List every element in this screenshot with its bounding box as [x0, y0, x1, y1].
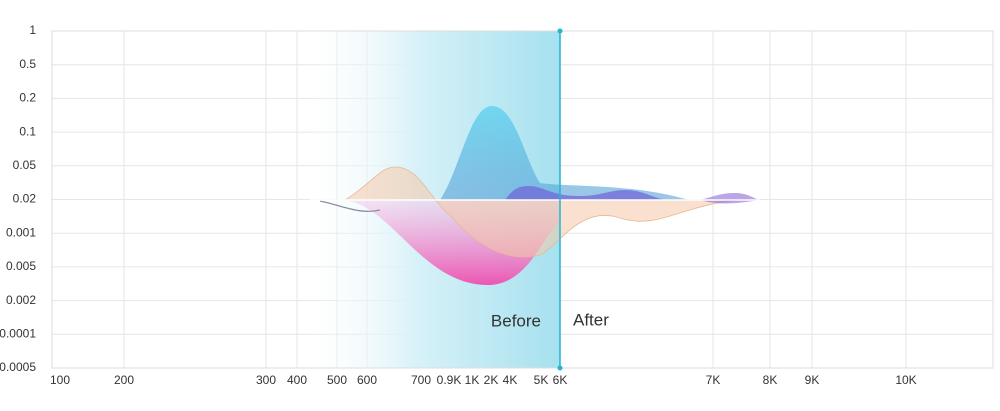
x-tick-label: 300	[256, 373, 276, 387]
x-tick-label: 500	[327, 373, 347, 387]
y-tick-label: 1	[29, 23, 36, 37]
after-label: After	[573, 310, 609, 329]
y-tick-label: 0.5	[19, 57, 36, 71]
blue-curve	[440, 106, 690, 200]
y-tick-label: 0.005	[6, 259, 36, 273]
divider-dot	[557, 28, 563, 34]
x-tick-label: 4K	[503, 373, 518, 387]
y-tick-label: 0.02	[13, 192, 37, 206]
x-tick-label: 9K	[805, 373, 820, 387]
x-tick-label: 100	[50, 373, 70, 387]
plot-frame	[51, 30, 994, 369]
x-tick-label: 8K	[763, 373, 778, 387]
x-tick-label: 200	[114, 373, 134, 387]
y-tick-label: 0.0001	[0, 326, 36, 340]
x-tick-label: 400	[287, 373, 307, 387]
x-tick-label: 10K	[895, 373, 916, 387]
y-tick-label: 0.2	[19, 91, 36, 105]
x-tick-label: 6K	[553, 373, 568, 387]
y-tick-label: 0.05	[13, 158, 37, 172]
y-tick-label: 0.001	[6, 225, 36, 239]
x-tick-label: 5K	[534, 373, 549, 387]
x-tick-label: 2K	[484, 373, 499, 387]
x-tick-label: 0.9K	[437, 373, 462, 387]
purple-curve-right	[700, 193, 760, 204]
peach-curve	[343, 166, 741, 258]
y-tick-label: 0.0005	[0, 360, 36, 374]
gray-curve	[319, 200, 381, 212]
y-tick-label: 0.1	[19, 124, 36, 138]
divider-dot	[557, 365, 563, 371]
x-tick-label: 7K	[706, 373, 721, 387]
x-tick-label: 1K	[465, 373, 480, 387]
purple-curve	[505, 186, 670, 200]
y-tick-label: 0.002	[6, 293, 36, 307]
x-tick-label: 600	[357, 373, 377, 387]
x-tick-label: 700	[411, 373, 431, 387]
before-label: Before	[491, 311, 541, 330]
